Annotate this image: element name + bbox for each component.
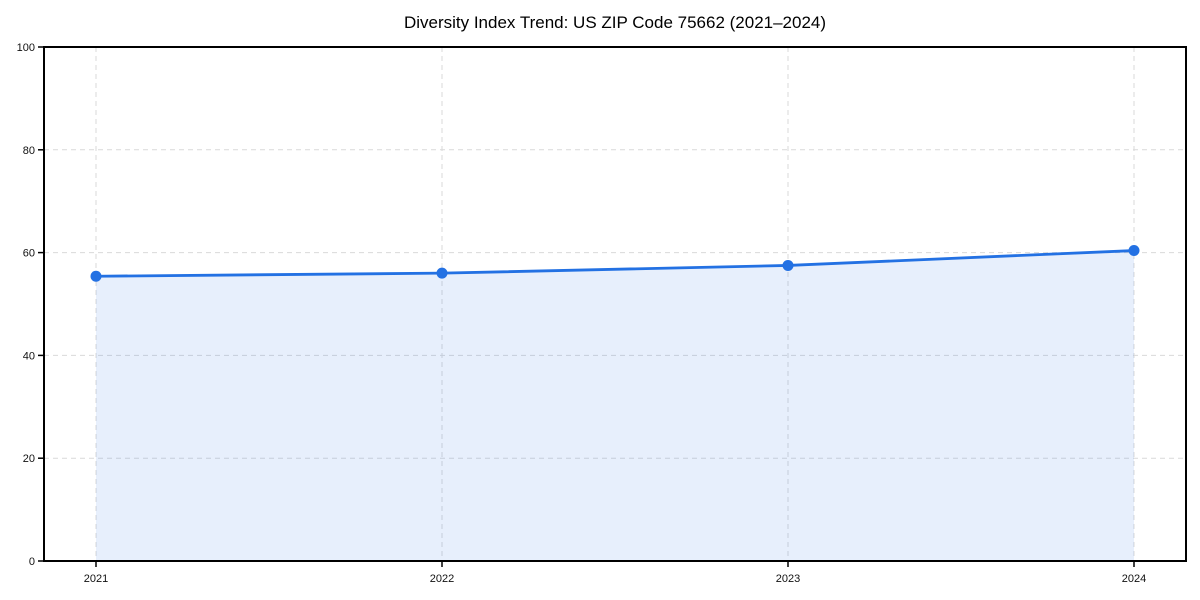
y-tick-label: 40: [23, 350, 35, 362]
x-tick-label: 2022: [430, 573, 454, 585]
area-fill: [96, 250, 1134, 561]
y-tick-label: 100: [17, 42, 35, 54]
y-tick-label: 0: [29, 556, 35, 568]
trend-line: [94, 249, 1136, 278]
y-tick-label: 60: [23, 248, 35, 260]
y-tick-label: 80: [23, 145, 35, 157]
plot-border: [43, 46, 1187, 562]
x-tick-label: 2024: [1122, 573, 1146, 585]
data-point-2022: [436, 267, 448, 279]
data-point-2024: [1128, 245, 1140, 257]
data-point-2021: [90, 270, 102, 282]
x-tick-label: 2023: [776, 573, 800, 585]
y-tick-label: 20: [23, 453, 35, 465]
data-point-2023: [782, 259, 794, 271]
chart-title: Diversity Index Trend: US ZIP Code 75662…: [403, 13, 827, 32]
x-tick-label: 2021: [84, 573, 108, 585]
